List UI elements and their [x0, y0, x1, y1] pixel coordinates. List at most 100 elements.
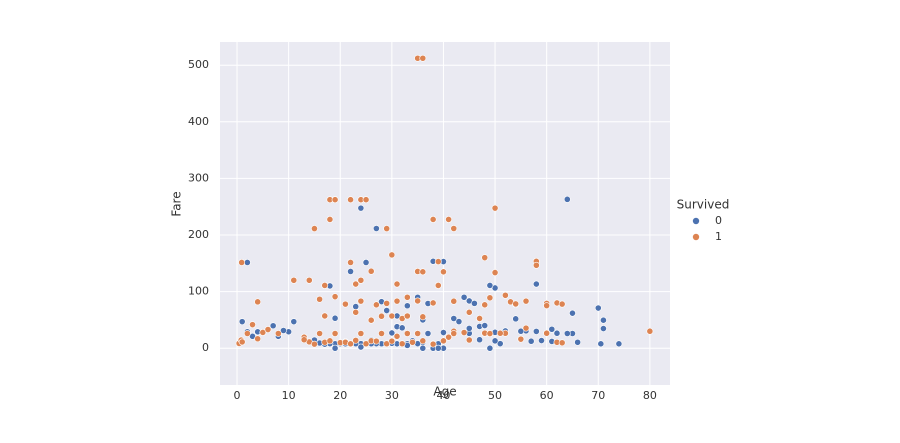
point: [481, 322, 489, 329]
x-tick-label: 0: [234, 389, 241, 402]
point: [238, 259, 246, 266]
point: [331, 293, 339, 301]
point: [440, 268, 447, 276]
point: [460, 329, 468, 336]
point: [414, 297, 422, 305]
point: [434, 344, 442, 352]
point: [558, 300, 566, 308]
point: [393, 297, 401, 305]
point: [378, 330, 385, 337]
y-tick-label: 500: [188, 58, 209, 71]
point: [615, 340, 623, 348]
point: [362, 196, 370, 204]
point: [383, 225, 391, 233]
point: [357, 297, 365, 305]
point: [347, 268, 354, 275]
point: [403, 293, 411, 301]
point: [321, 312, 329, 320]
point: [563, 330, 571, 337]
point: [419, 54, 427, 62]
y-tick-label: 200: [188, 228, 209, 241]
point: [445, 333, 453, 341]
legend-marker: [692, 233, 700, 241]
y-tick-label: 300: [188, 171, 209, 184]
point: [486, 294, 494, 302]
point: [522, 297, 530, 305]
point: [393, 280, 401, 288]
point: [465, 324, 473, 332]
legend-label: 1: [715, 230, 722, 243]
point: [367, 316, 375, 324]
point: [403, 312, 411, 320]
point: [311, 225, 318, 233]
point: [331, 344, 339, 352]
plot-area: [220, 42, 670, 385]
point: [501, 291, 509, 299]
point: [238, 338, 246, 346]
point: [532, 280, 540, 288]
point: [352, 303, 360, 311]
point: [238, 318, 246, 326]
point: [512, 300, 520, 308]
point: [331, 314, 339, 322]
point: [331, 330, 339, 337]
y-tick-label: 0: [202, 341, 209, 354]
point: [538, 337, 545, 344]
point: [440, 337, 447, 345]
point: [450, 315, 458, 322]
point: [594, 304, 602, 312]
x-axis-label: Age: [433, 385, 456, 399]
legend-marker: [692, 217, 700, 225]
point: [434, 282, 442, 289]
x-tick-label: 60: [540, 389, 554, 402]
point: [481, 301, 489, 309]
point: [326, 337, 334, 345]
x-tick-label: 80: [643, 389, 657, 402]
x-tick-label: 20: [333, 389, 347, 402]
point: [357, 276, 365, 284]
point: [321, 282, 329, 289]
point: [388, 329, 396, 337]
point: [491, 337, 499, 345]
point: [419, 344, 427, 352]
point: [434, 258, 442, 266]
point: [486, 282, 494, 289]
point: [388, 337, 396, 345]
point: [347, 340, 354, 348]
point: [517, 327, 525, 335]
point: [254, 335, 262, 343]
point: [569, 309, 576, 317]
point: [249, 321, 256, 329]
point: [496, 340, 504, 348]
point: [496, 329, 504, 337]
point: [398, 324, 406, 332]
point: [424, 330, 432, 337]
point: [393, 332, 401, 340]
point: [383, 299, 391, 307]
legend-title: Survived: [677, 198, 730, 212]
point: [357, 330, 365, 337]
point: [372, 301, 380, 309]
point: [517, 335, 525, 343]
y-tick-label: 400: [188, 115, 209, 128]
point: [398, 340, 406, 348]
point: [460, 293, 468, 301]
point: [347, 259, 354, 266]
point: [305, 276, 313, 284]
point: [491, 269, 499, 276]
point: [259, 329, 267, 336]
point: [331, 196, 339, 204]
point: [558, 339, 566, 347]
point: [243, 330, 251, 337]
point: [527, 337, 535, 345]
point: [532, 261, 540, 269]
point: [600, 325, 607, 332]
point: [352, 308, 360, 316]
point: [476, 315, 483, 322]
point: [455, 318, 463, 326]
y-axis-label: Fare: [170, 191, 184, 216]
point: [280, 327, 287, 334]
point: [543, 329, 551, 337]
point: [362, 340, 370, 348]
